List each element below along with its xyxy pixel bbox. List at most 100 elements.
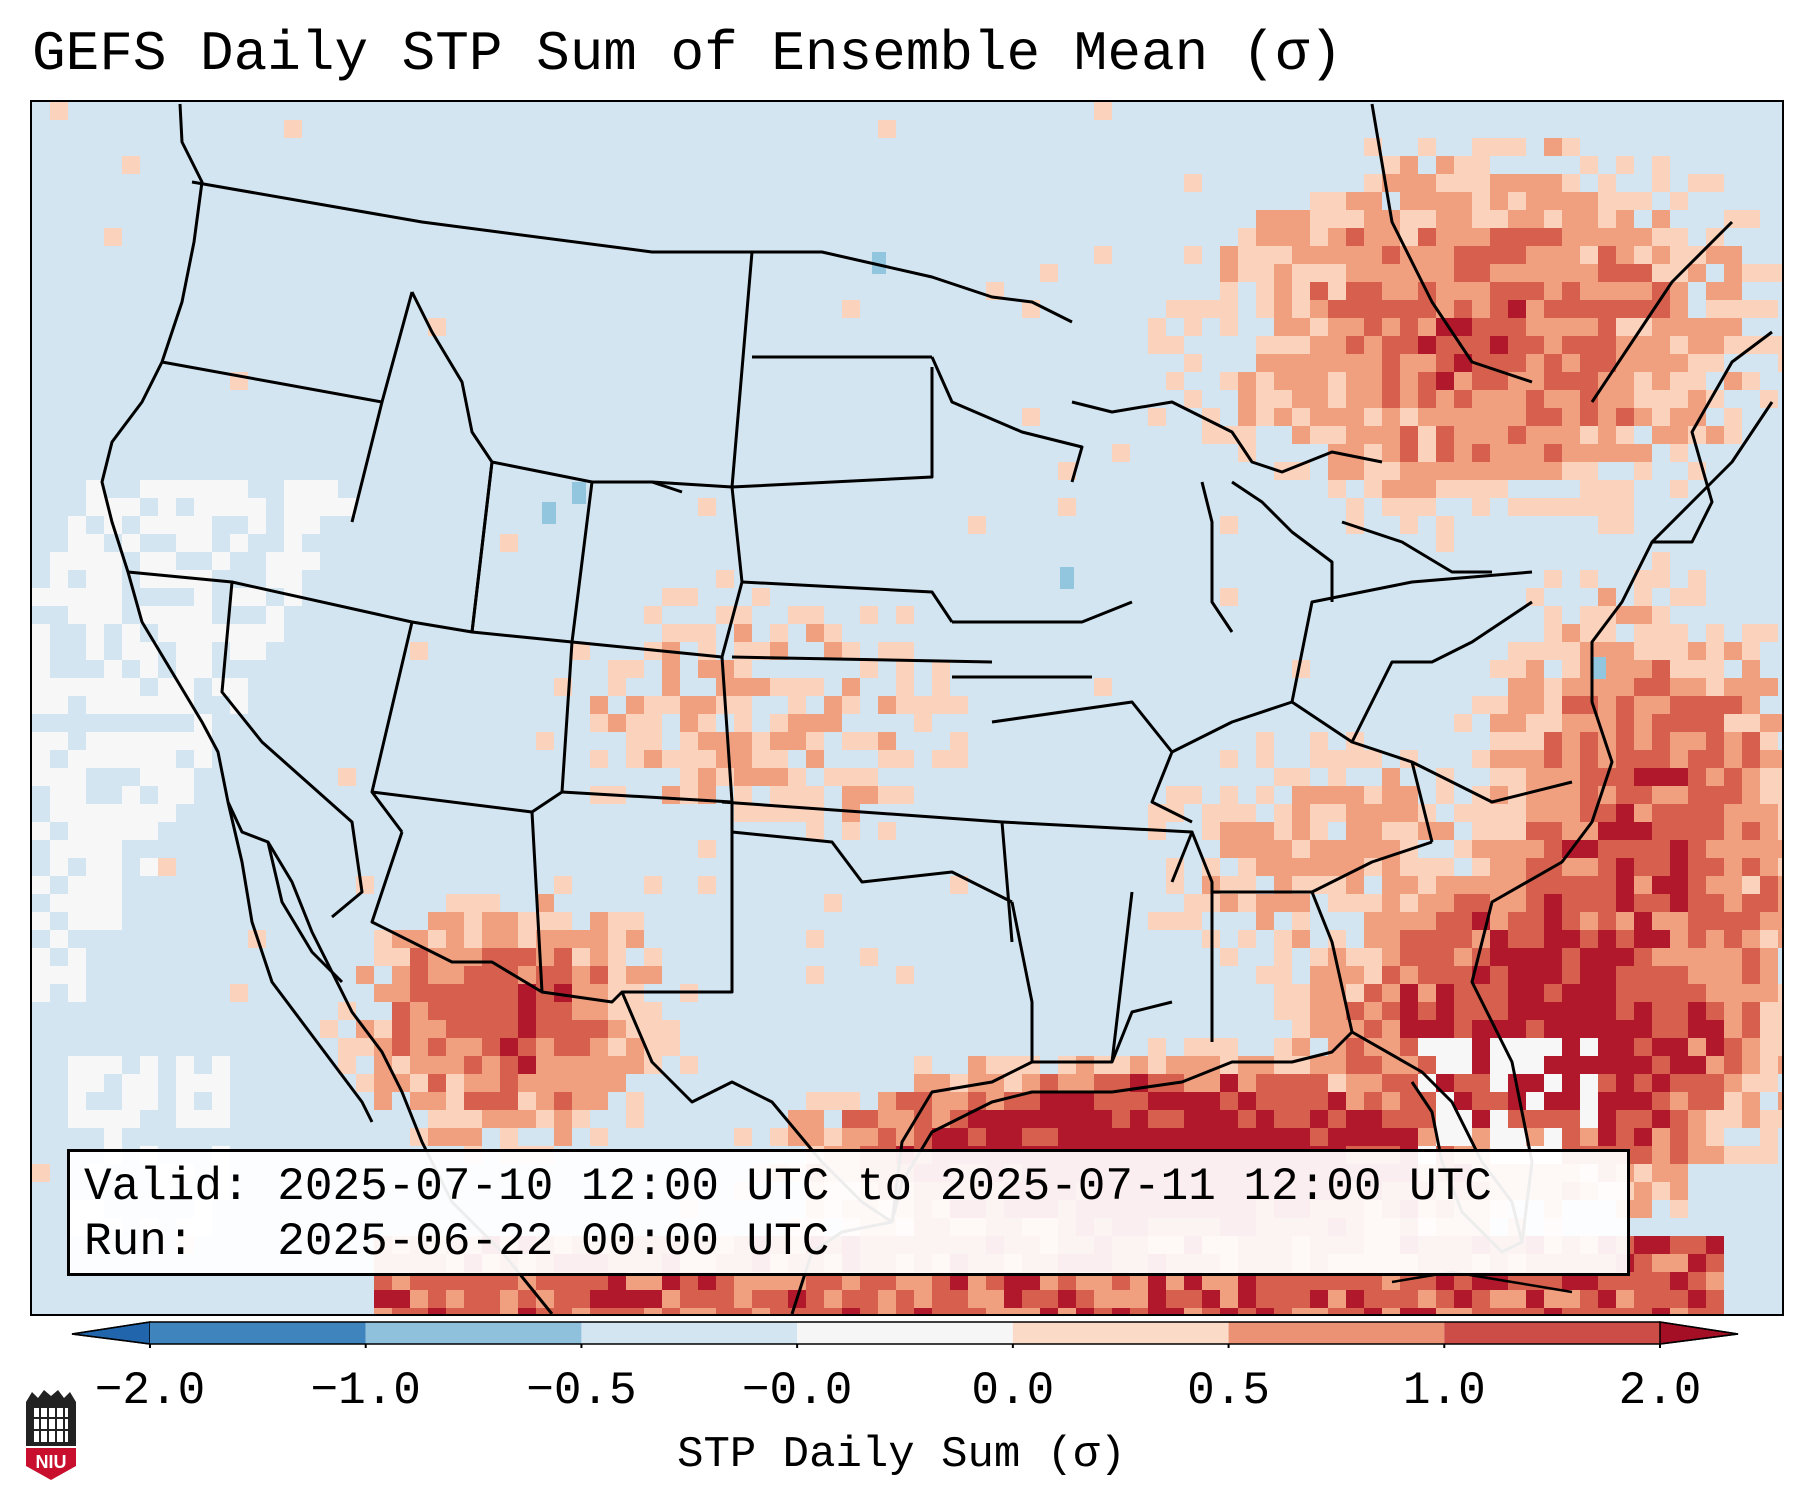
field-cell (1166, 1308, 1184, 1314)
field-cell (1364, 264, 1382, 282)
field-cell (1598, 678, 1616, 696)
field-cell (1436, 246, 1454, 264)
field-cell (626, 1056, 644, 1074)
field-cell (806, 822, 824, 840)
field-cell (608, 1056, 626, 1074)
field-cell (1058, 462, 1076, 480)
field-cell (1688, 894, 1706, 912)
field-cell (932, 1272, 950, 1290)
field-cell (1490, 282, 1508, 300)
field-cell (104, 804, 122, 822)
field-cell (50, 858, 68, 876)
field-cell (1652, 966, 1670, 984)
valid-value: 2025-07-10 12:00 UTC to 2025-07-11 12:00… (277, 1161, 1492, 1213)
field-cell (1454, 462, 1472, 480)
field-cell (734, 1290, 752, 1308)
field-cell (482, 966, 500, 984)
field-cell (1778, 786, 1782, 804)
field-cell (770, 642, 788, 660)
field-cell (1400, 1002, 1418, 1020)
field-cell (734, 1272, 752, 1290)
field-cell (1328, 372, 1346, 390)
field-cell (878, 1092, 896, 1110)
field-cell (1742, 714, 1760, 732)
field-cell (1490, 714, 1508, 732)
field-cell (1778, 984, 1782, 1002)
field-cell (1292, 300, 1310, 318)
field-cell (1580, 480, 1598, 498)
field-cell (1724, 264, 1742, 282)
field-cell (302, 498, 320, 516)
field-cell (1184, 174, 1202, 192)
field-cell (1652, 552, 1670, 570)
field-cell (554, 1020, 572, 1038)
field-cell (1598, 642, 1616, 660)
field-cell (554, 966, 572, 984)
field-cell (1220, 588, 1238, 606)
field-cell (1418, 372, 1436, 390)
field-cell (1616, 1038, 1634, 1056)
field-cell (1418, 876, 1436, 894)
field-cell (896, 678, 914, 696)
field-cell (752, 678, 770, 696)
field-cell (608, 948, 626, 966)
field-cell (1220, 1092, 1238, 1110)
field-cell (1526, 390, 1544, 408)
field-cell (1598, 1056, 1616, 1074)
field-cell (572, 1074, 590, 1092)
field-cell (824, 1128, 842, 1146)
field-cell (1400, 948, 1418, 966)
field-cell (1526, 1308, 1544, 1314)
field-cell (644, 606, 662, 624)
field-cell (1346, 1002, 1364, 1020)
field-cell (1562, 624, 1580, 642)
field-cell (428, 1056, 446, 1074)
field-cell (1616, 210, 1634, 228)
field-cell (1094, 1056, 1112, 1074)
field-cell (1706, 1236, 1724, 1254)
field-cell (752, 804, 770, 822)
field-cell (1472, 426, 1490, 444)
field-cell (1418, 1074, 1436, 1092)
field-cell (176, 480, 194, 498)
field-cell (1544, 138, 1562, 156)
field-cell (1256, 1074, 1274, 1092)
field-cell (1634, 642, 1652, 660)
field-cell (1328, 282, 1346, 300)
field-cell (1310, 354, 1328, 372)
field-cell (1040, 1110, 1058, 1128)
field-cell (1040, 1308, 1058, 1314)
field-cell (1616, 192, 1634, 210)
field-cell (1364, 912, 1382, 930)
run-value: 2025-06-22 00:00 UTC (277, 1216, 830, 1268)
field-cell (1364, 930, 1382, 948)
field-cell (1706, 624, 1724, 642)
field-cell (1436, 156, 1454, 174)
field-cell (1670, 1236, 1688, 1254)
field-cell (140, 858, 158, 876)
field-cell (1274, 246, 1292, 264)
field-cell (104, 606, 122, 624)
field-cell (1742, 984, 1760, 1002)
field-cell (1634, 336, 1652, 354)
field-cell (1634, 732, 1652, 750)
field-cell (1616, 282, 1634, 300)
field-cell (32, 948, 50, 966)
field-cell (1238, 858, 1256, 876)
field-cell (1274, 840, 1292, 858)
field-cell (212, 1110, 230, 1128)
field-cell (1490, 246, 1508, 264)
field-cell (806, 714, 824, 732)
field-cell (1256, 228, 1274, 246)
field-cell (266, 624, 284, 642)
field-cell (1706, 930, 1724, 948)
field-cell (1670, 282, 1688, 300)
field-cell (914, 1074, 932, 1092)
field-cell (896, 1272, 914, 1290)
field-cell (140, 1074, 158, 1092)
field-cell (860, 1110, 878, 1128)
field-cell (1004, 1308, 1022, 1314)
field-cell (158, 678, 176, 696)
field-cell (1310, 1290, 1328, 1308)
field-cell (1292, 282, 1310, 300)
